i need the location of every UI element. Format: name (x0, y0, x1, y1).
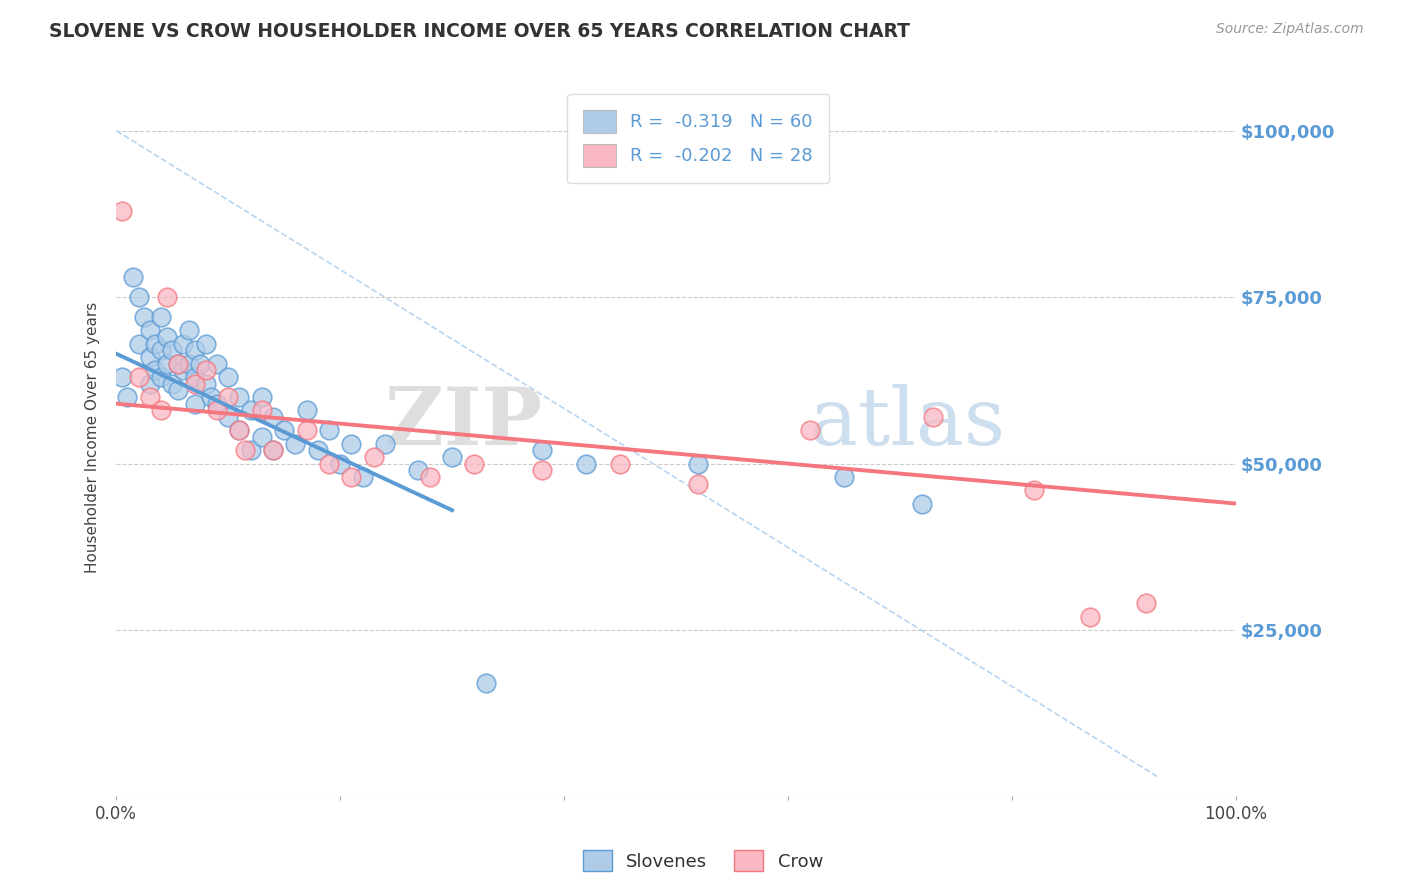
Point (128, 290, 150, 304)
Point (688, 457, 710, 471)
Point (408, 463, 430, 477)
Point (150, 310, 173, 325)
Point (172, 363, 194, 377)
Point (352, 470, 374, 484)
Point (340, 436, 363, 450)
Point (228, 390, 250, 404)
Point (1078, 609, 1101, 624)
Point (139, 323, 162, 337)
Point (111, 203, 134, 218)
Point (166, 357, 188, 371)
Point (205, 397, 228, 411)
Point (194, 376, 217, 391)
Point (799, 423, 821, 437)
Point (156, 290, 179, 304)
Point (150, 343, 173, 358)
Point (145, 363, 167, 377)
Point (160, 376, 183, 391)
Point (217, 390, 239, 404)
Point (688, 476, 710, 491)
Point (419, 470, 441, 484)
Point (329, 457, 352, 471)
Point (188, 357, 211, 371)
Point (139, 350, 162, 364)
Point (194, 336, 217, 351)
Point (228, 423, 250, 437)
Point (250, 403, 273, 417)
Point (318, 423, 340, 437)
Point (156, 330, 179, 344)
Point (205, 357, 228, 371)
Point (194, 363, 217, 377)
Point (575, 457, 598, 471)
Point (922, 409, 945, 424)
Point (609, 457, 631, 471)
Point (156, 357, 179, 371)
Text: SLOVENE VS CROW HOUSEHOLDER INCOME OVER 65 YEARS CORRELATION CHART: SLOVENE VS CROW HOUSEHOLDER INCOME OVER … (49, 22, 910, 41)
Point (262, 409, 284, 424)
Point (160, 343, 183, 358)
Point (530, 463, 553, 477)
Point (318, 457, 340, 471)
Point (463, 457, 485, 471)
Point (166, 384, 188, 398)
Point (832, 470, 855, 484)
Point (295, 423, 318, 437)
Text: atlas: atlas (810, 384, 1005, 461)
Point (911, 496, 934, 510)
Point (363, 450, 385, 464)
Point (183, 343, 205, 358)
Legend: Slovenes, Crow: Slovenes, Crow (575, 843, 831, 879)
Point (217, 370, 239, 384)
Point (111, 370, 134, 384)
Point (145, 336, 167, 351)
Point (374, 436, 396, 450)
Point (150, 370, 173, 384)
Point (177, 357, 200, 371)
Point (150, 403, 173, 417)
Point (262, 443, 284, 458)
Point (250, 430, 273, 444)
Point (139, 376, 162, 391)
Legend: R =  -0.319   N = 60, R =  -0.202   N = 28: R = -0.319 N = 60, R = -0.202 N = 28 (567, 94, 830, 184)
Point (340, 470, 363, 484)
Point (474, 676, 496, 690)
Point (177, 323, 200, 337)
Point (183, 370, 205, 384)
Point (284, 436, 307, 450)
Point (128, 336, 150, 351)
Point (530, 443, 553, 458)
Point (233, 443, 256, 458)
Text: Source: ZipAtlas.com: Source: ZipAtlas.com (1216, 22, 1364, 37)
Point (183, 397, 205, 411)
Point (117, 390, 139, 404)
Point (200, 390, 222, 404)
Point (122, 270, 145, 285)
Point (295, 403, 318, 417)
Point (183, 376, 205, 391)
Point (239, 443, 262, 458)
Y-axis label: Householder Income Over 65 years: Householder Income Over 65 years (86, 301, 100, 573)
Point (166, 357, 188, 371)
Point (139, 390, 162, 404)
Point (307, 443, 329, 458)
Point (134, 310, 156, 325)
Point (262, 443, 284, 458)
Point (273, 423, 295, 437)
Point (239, 403, 262, 417)
Point (228, 423, 250, 437)
Point (1022, 483, 1045, 498)
Point (1135, 596, 1157, 610)
Point (205, 403, 228, 417)
Point (128, 370, 150, 384)
Point (172, 336, 194, 351)
Point (250, 390, 273, 404)
Point (441, 450, 464, 464)
Point (217, 409, 239, 424)
Text: ZIP: ZIP (385, 384, 541, 461)
